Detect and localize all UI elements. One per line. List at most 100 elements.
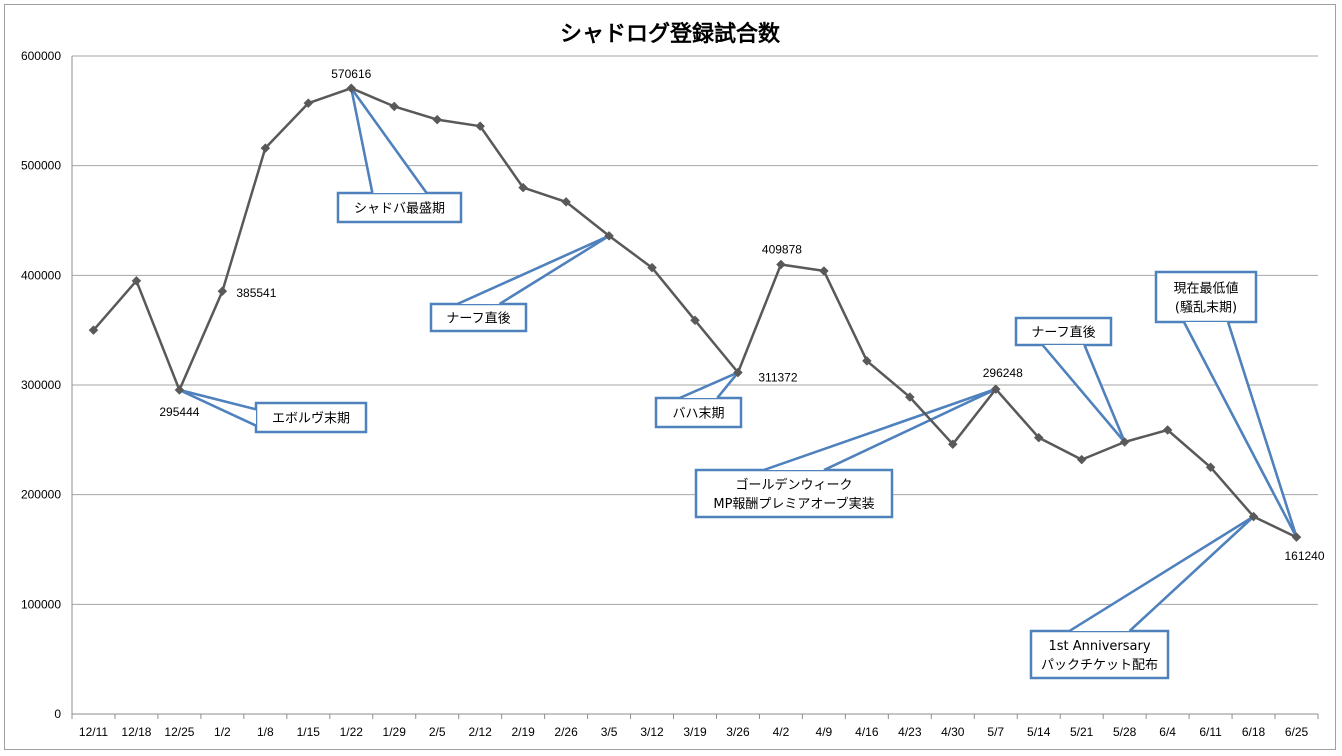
callout-pointer-edge	[1182, 321, 1298, 538]
y-tick-label: 600000	[21, 49, 61, 63]
data-point	[1119, 437, 1130, 447]
data-point	[604, 230, 614, 241]
x-tick-label: 4/16	[855, 725, 879, 739]
data-labels: 295444 385541 570616 311372 409878 296248 1612…	[159, 67, 1324, 563]
x-tick-label: 1/22	[340, 725, 364, 739]
data-point	[174, 385, 185, 395]
callout-label: パックチケット配布	[1041, 658, 1158, 673]
callout-pointer-edge	[1226, 321, 1298, 538]
callout-label: バハ末期	[672, 407, 724, 422]
data-label: 311372	[758, 371, 797, 385]
callout-pointer-edge	[179, 388, 257, 411]
data-point	[1162, 425, 1173, 435]
x-tick-label: 1/2	[214, 725, 231, 739]
data-point	[131, 275, 142, 286]
data-point	[518, 182, 528, 193]
data-label: 296248	[983, 366, 1023, 380]
data-label: 161240	[1284, 549, 1324, 563]
y-tick-label: 100000	[21, 597, 61, 611]
data-point	[819, 266, 829, 276]
x-tick-label: 3/19	[683, 725, 707, 739]
data-point	[475, 121, 486, 132]
x-tick-label: 2/19	[511, 725, 535, 739]
x-tick-label: 6/25	[1285, 725, 1309, 739]
x-tick-label: 5/14	[1027, 725, 1051, 739]
x-tick-label: 1/15	[297, 725, 321, 739]
series	[88, 83, 1302, 543]
data-point	[947, 439, 958, 450]
data-point	[862, 356, 872, 366]
data-point	[1248, 511, 1259, 522]
x-tick-label: 2/26	[554, 725, 578, 739]
data-label: 570616	[331, 67, 371, 81]
callout-label: エボルヴ末期	[272, 411, 350, 427]
callout-label: 1st Anniversary	[1048, 639, 1150, 654]
annotation-callout: 1st Anniversary パックチケット配布	[1029, 515, 1255, 680]
callout-pointer-edge	[178, 388, 257, 427]
callout-pointer-edge	[1068, 515, 1255, 633]
data-label: 409878	[762, 243, 802, 257]
x-tick-label: 12/18	[121, 725, 151, 739]
x-tick-label: 12/11	[79, 725, 108, 739]
callout-label: シャドバ最盛期	[354, 202, 445, 217]
x-tick-label: 3/12	[640, 725, 664, 739]
x-tick-label: 1/29	[383, 725, 407, 739]
callout-box	[1029, 629, 1170, 680]
callout-label: 現在最低値	[1173, 281, 1238, 297]
x-tick-label: 5/21	[1070, 725, 1094, 739]
x-tick-label: 4/2	[773, 725, 790, 739]
data-point	[432, 114, 443, 125]
x-tick-label: 4/9	[816, 725, 833, 739]
callout-pointer-edge	[823, 387, 997, 472]
callout-pointer-edge	[716, 371, 739, 399]
data-point	[1205, 462, 1216, 473]
annotation-callout: シャドバ最盛期	[336, 87, 463, 224]
y-tick-label: 300000	[21, 378, 61, 392]
callout-label: ナーフ直後	[1031, 326, 1095, 341]
x-tick-label: 12/25	[164, 725, 194, 739]
data-point	[217, 286, 228, 297]
data-label: 385541	[236, 286, 276, 300]
annotation-callout: 現在最低値 (騒乱末期)	[1154, 270, 1298, 538]
callout-pointer-edge	[1083, 344, 1126, 443]
callout-label: MP報酬プレミアオーブ実装	[713, 496, 874, 512]
x-tick-label: 3/26	[726, 725, 750, 739]
y-tick-label: 200000	[21, 488, 61, 502]
chart-title: シャドログ登録試合数	[560, 21, 781, 47]
data-point	[1291, 532, 1302, 543]
data-point	[904, 392, 915, 402]
callout-pointer-edge	[679, 371, 739, 400]
x-tick-label: 5/28	[1113, 725, 1137, 739]
callout-label: (騒乱末期)	[1175, 301, 1237, 316]
data-point	[647, 262, 657, 273]
x-tick-label: 6/11	[1199, 725, 1222, 739]
data-point	[776, 259, 786, 270]
data-point	[733, 367, 743, 378]
data-point	[260, 143, 271, 153]
x-tick-label: 6/4	[1159, 725, 1176, 739]
x-tick-label: 3/5	[601, 725, 618, 739]
callout-pointer-edge	[350, 87, 428, 194]
x-tick-label: 5/7	[987, 725, 1004, 739]
y-tick-label: 400000	[21, 268, 61, 282]
callout-pointer-edge	[350, 87, 374, 194]
callout-pointer-edge	[763, 387, 997, 472]
callout-label: ゴールデンウィーク	[735, 477, 852, 493]
x-tick-label: 2/5	[429, 725, 446, 739]
callout-box	[429, 302, 528, 333]
y-tick-label: 0	[54, 707, 61, 721]
annotation-callout: エボルヴ末期	[178, 388, 368, 434]
y-axis-ticks: 0 100000 200000 300000 400000 500000 600000	[21, 49, 61, 721]
annotation-callout: バハ末期	[654, 371, 743, 429]
callout-box	[254, 401, 368, 434]
callout-pointer-edge	[457, 234, 610, 306]
callout-pointer-edge	[498, 234, 610, 306]
data-point	[303, 98, 314, 109]
callout-pointer-edge	[1128, 515, 1255, 632]
x-tick-label: 4/23	[898, 725, 922, 739]
data-point	[1033, 432, 1044, 443]
data-point	[389, 101, 400, 112]
x-tick-label: 6/18	[1242, 725, 1266, 739]
callout-pointer-edge	[1041, 344, 1126, 443]
